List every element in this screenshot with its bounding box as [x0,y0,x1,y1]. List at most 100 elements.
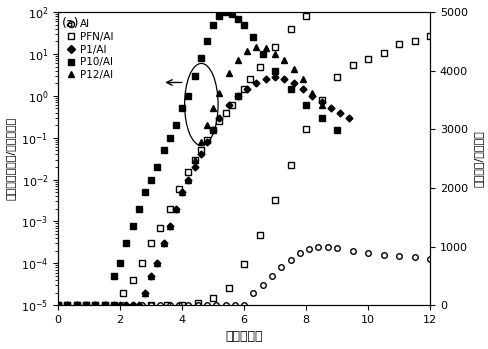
P12/Al [129,303,135,307]
P10/Al [241,23,246,27]
P1/Al [300,87,305,91]
P12/Al [203,123,209,127]
P12/Al [300,77,305,81]
Al [194,303,200,307]
P10/Al [74,303,80,307]
PFN/Al [166,207,172,211]
Al [64,303,70,307]
Al [333,246,339,250]
P1/Al [281,77,287,81]
PFN/Al [303,14,308,18]
P1/Al [263,77,268,81]
Al [349,248,355,253]
P10/Al [166,136,172,140]
PFN/Al [349,0,355,1]
PFN/Al [333,0,339,3]
P1/Al [225,103,231,107]
Al [92,303,98,307]
P1/Al [290,81,296,86]
Al [185,303,191,307]
P10/Al [154,165,160,169]
P12/Al [117,303,123,307]
P1/Al [74,303,80,307]
PFN/Al [148,241,154,245]
Al [411,255,417,259]
P1/Al [173,207,179,211]
P12/Al [83,303,89,307]
Al [250,290,256,295]
Al [380,253,386,257]
P10/Al [210,23,216,27]
P10/Al [191,74,197,78]
P1/Al [272,75,278,79]
PFN/Al [176,187,182,191]
P12/Al [290,66,296,70]
Al [278,265,284,269]
P1/Al [142,290,147,295]
PFN/Al [64,303,70,307]
PFN/Al [256,65,262,69]
P1/Al [55,303,61,307]
P10/Al [148,178,154,182]
P12/Al [309,90,315,95]
P12/Al [225,71,231,75]
Al [259,283,265,287]
Al [315,245,321,249]
Al [305,247,311,251]
P12/Al [160,241,166,245]
P1/Al [160,241,166,245]
PFN/Al [92,303,98,307]
P10/Al [136,207,142,211]
P1/Al [136,303,142,307]
P1/Al [210,128,216,133]
P1/Al [179,190,184,194]
PFN/Al [83,303,89,307]
P12/Al [111,303,117,307]
P10/Al [102,303,107,307]
X-axis label: 电压（伏）: 电压（伏） [225,331,263,343]
PFN/Al [287,27,293,31]
P12/Al [142,290,147,295]
Al [426,257,432,261]
Al [129,303,135,307]
P12/Al [185,178,191,182]
P1/Al [129,303,135,307]
P10/Al [64,303,70,307]
P10/Al [185,94,191,98]
P1/Al [253,81,259,86]
P1/Al [244,87,250,91]
P10/Al [303,103,308,107]
P1/Al [346,116,352,120]
P12/Al [272,52,278,56]
Al [213,303,219,307]
P10/Al [250,35,256,39]
Al [111,303,117,307]
PFN/Al [74,303,80,307]
Al [287,258,293,262]
P12/Al [281,58,287,62]
P12/Al [191,157,197,162]
P10/Al [203,39,209,44]
PFN/Al [235,94,241,98]
Al [139,303,144,307]
Al [157,303,163,307]
PFN/Al [139,261,144,265]
PFN/Al [191,157,197,162]
P1/Al [83,303,89,307]
Al [176,303,182,307]
P10/Al [259,52,265,56]
P12/Al [64,303,70,307]
PFN/Al [216,119,222,123]
Al [231,303,237,307]
P1/Al [309,94,315,98]
PFN/Al [157,226,163,230]
P10/Al [92,303,98,307]
Line: PFN/Al: PFN/Al [55,0,432,308]
P1/Al [197,152,203,156]
P1/Al [185,178,191,182]
Al [395,254,401,258]
P1/Al [191,165,197,169]
Al [241,303,246,307]
Al [55,303,61,307]
P12/Al [55,303,61,307]
